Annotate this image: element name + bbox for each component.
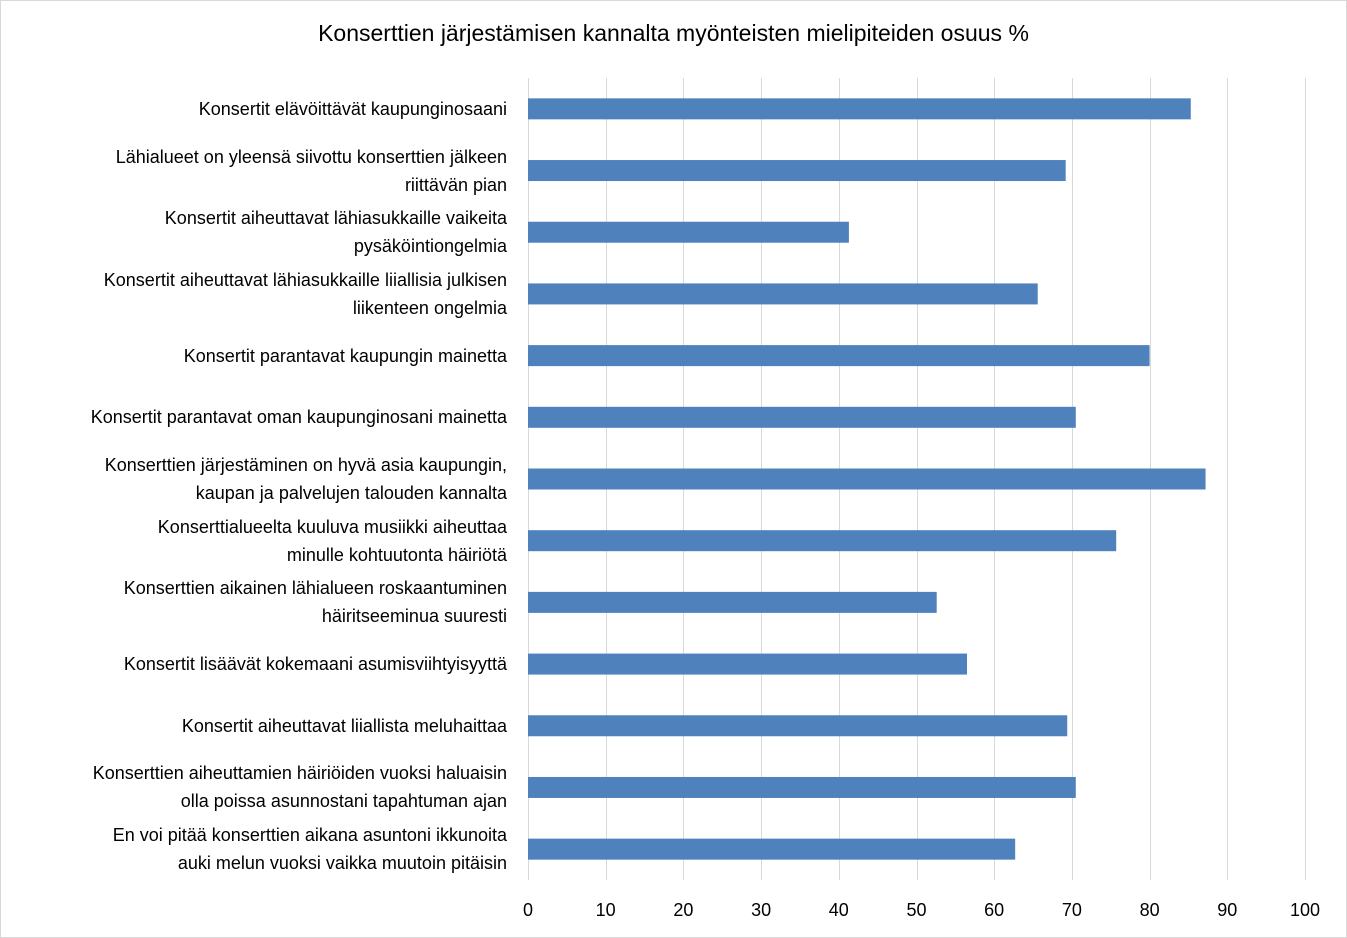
bar — [528, 160, 1066, 182]
bar — [528, 283, 1038, 305]
category-label-line: Konserttialueelta kuuluva musiikki aiheu… — [157, 516, 507, 537]
bar — [528, 776, 1076, 798]
category-label-line: Konsertit parantavat oman kaupunginosani… — [90, 407, 507, 428]
category-label-line: Konserttien aiheuttamien häiriöiden vuok… — [92, 763, 507, 784]
bar — [528, 530, 1117, 552]
category-label-line: riittävän pian — [404, 174, 507, 195]
category-label: Konserttien aiheuttamien häiriöiden vuok… — [7, 759, 507, 815]
category-label-line: pysäköintiongelmia — [353, 236, 507, 257]
x-tick-label: 60 — [984, 900, 1004, 920]
bar — [528, 653, 968, 675]
category-label: Konsertit aiheuttavat lähiasukkaille lii… — [7, 266, 507, 322]
category-label-line: olla poissa asunnostani tapahtuman ajan — [180, 791, 507, 812]
x-tick-label: 80 — [1140, 900, 1160, 920]
category-label-line: Konsertit aiheuttavat lähiasukkaille vai… — [164, 208, 507, 229]
category-label-line: Konsertit elävöittävät kaupunginosaani — [198, 98, 507, 119]
category-label: Konsertit elävöittävät kaupunginosaani — [7, 95, 507, 123]
category-label: Lähialueet on yleensä siivottu konsertti… — [7, 143, 507, 199]
category-label-line: liikenteen ongelmia — [352, 297, 507, 318]
bar — [528, 221, 849, 243]
x-tick-label: 100 — [1290, 900, 1320, 920]
bar — [528, 406, 1076, 428]
category-label: Konsertit parantavat kaupungin mainetta — [7, 342, 507, 370]
x-tick-label: 50 — [906, 900, 926, 920]
category-label: Konsertit aiheuttavat liiallista meluhai… — [7, 712, 507, 740]
category-label-line: Konserttien järjestäminen on hyvä asia k… — [104, 455, 507, 475]
x-tick-label: 40 — [829, 900, 849, 920]
category-label-line: minulle kohtuutonta häiriötä — [286, 544, 507, 565]
category-label-line: kaupan ja palvelujen talouden kannalta — [195, 483, 507, 503]
x-tick-label: 90 — [1217, 900, 1237, 920]
x-tick-label: 30 — [751, 900, 771, 920]
bar — [528, 715, 1068, 737]
x-tick-label: 10 — [596, 900, 616, 920]
category-label: Konserttien järjestäminen on hyvä asia k… — [7, 451, 507, 507]
category-label-line: Konsertit aiheuttavat liiallista meluhai… — [181, 715, 507, 736]
x-tick-label: 20 — [673, 900, 693, 920]
category-label: En voi pitää konserttien aikana asuntoni… — [7, 821, 507, 877]
category-label-line: Konsertit lisäävät kokemaani asumisviiht… — [123, 654, 507, 675]
bar — [528, 345, 1150, 367]
bar — [528, 838, 1016, 860]
category-label: Konserttialueelta kuuluva musiikki aiheu… — [7, 513, 507, 569]
bar — [528, 98, 1191, 120]
bar — [528, 468, 1206, 490]
category-label-line: Konsertit parantavat kaupungin mainetta — [183, 345, 507, 366]
category-label-line: Lähialueet on yleensä siivottu konsertti… — [115, 146, 507, 167]
category-label-line: auki melun vuoksi vaikka muutoin pitäisi… — [177, 853, 507, 874]
x-tick-label: 70 — [1062, 900, 1082, 920]
x-tick-label: 0 — [523, 900, 533, 920]
category-label: Konsertit parantavat oman kaupunginosani… — [7, 403, 507, 431]
bar — [528, 591, 937, 613]
category-label-line: Konsertit aiheuttavat lähiasukkaille lii… — [103, 269, 507, 290]
category-label: Konserttien aikainen lähialueen roskaant… — [7, 574, 507, 630]
category-label-line: En voi pitää konserttien aikana asuntoni… — [112, 825, 507, 846]
category-label-line: häiritseeminua suuresti — [321, 606, 507, 627]
category-label: Konsertit aiheuttavat lähiasukkaille vai… — [7, 204, 507, 260]
chart-title: Konserttien järjestämisen kannalta myönt… — [318, 20, 1029, 46]
category-label-line: Konserttien aikainen lähialueen roskaant… — [123, 578, 507, 599]
category-label: Konsertit lisäävät kokemaani asumisviiht… — [7, 650, 507, 678]
